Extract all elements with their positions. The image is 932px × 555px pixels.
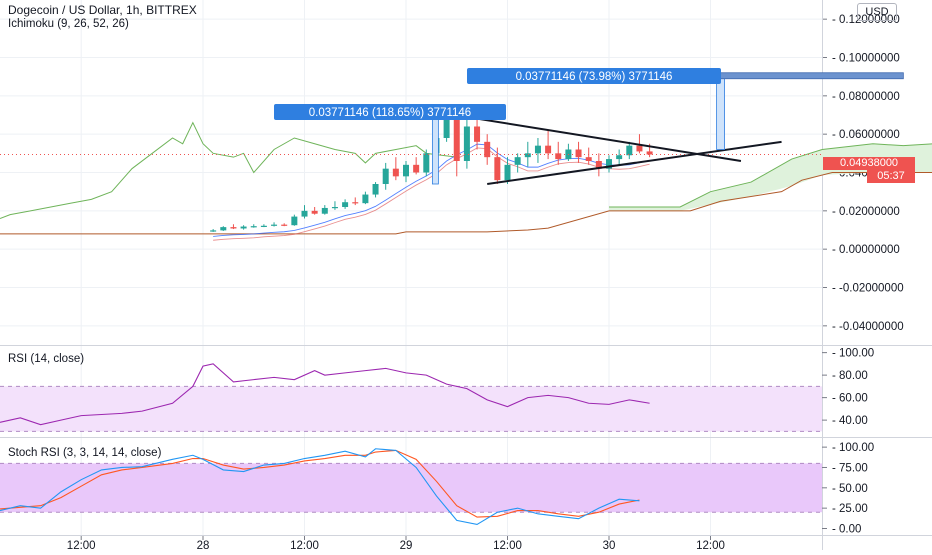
- measure-label-left-bg: [274, 104, 506, 120]
- price-axis-label: - 0.02000000: [832, 206, 900, 218]
- rsi-title: RSI (14, close): [8, 353, 84, 365]
- price-axis-label: - 0.10000000: [832, 53, 900, 65]
- price-axis-label: - -0.04000000: [832, 321, 904, 333]
- candle: [616, 155, 623, 160]
- countdown-tag: 05:37: [867, 170, 915, 183]
- measure-range-right: [716, 78, 725, 150]
- candle: [463, 126, 470, 161]
- candle: [301, 210, 308, 217]
- candle: [352, 202, 359, 204]
- price-axis-label: - 0.08000000: [832, 91, 900, 103]
- candle: [474, 126, 481, 142]
- candle: [392, 168, 399, 177]
- candle: [250, 226, 257, 228]
- candle: [260, 225, 267, 227]
- time-axis-label: 12:00: [493, 540, 522, 550]
- candle: [403, 164, 409, 177]
- candle: [372, 184, 379, 195]
- candle: [413, 164, 420, 173]
- candle: [514, 157, 521, 165]
- rsi-axis-label: - 80.00: [832, 370, 868, 382]
- candle: [534, 145, 541, 154]
- trendline: [487, 140, 782, 185]
- base-line: [213, 147, 650, 241]
- candle: [342, 202, 349, 207]
- stoch-axis-label: - 100.00: [832, 442, 874, 454]
- time-axis-label: 12:00: [290, 540, 319, 550]
- price-axis-label: - -0.02000000: [832, 283, 904, 295]
- candle: [291, 216, 298, 226]
- rsi-band: [0, 386, 822, 432]
- candle: [210, 230, 217, 232]
- candle: [423, 153, 430, 173]
- candle: [281, 224, 288, 226]
- candle: [494, 157, 501, 181]
- currency-button[interactable]: USD: [857, 3, 897, 21]
- time-axis-label: 29: [400, 540, 413, 550]
- candle: [524, 153, 531, 158]
- kijun-line: [0, 172, 932, 235]
- rsi-axis-label: - 100.00: [832, 348, 874, 360]
- candle: [595, 161, 602, 169]
- candle: [453, 118, 460, 161]
- candle: [555, 153, 562, 160]
- stoch-axis-label: - 50.00: [832, 483, 868, 495]
- time-axis-label: 12:00: [67, 540, 96, 550]
- candle: [443, 118, 450, 138]
- symbol-title: Dogecoin / US Dollar, 1h, BITTREX: [8, 3, 197, 17]
- candle: [484, 141, 491, 158]
- time-axis-label: 30: [603, 540, 616, 550]
- last-price-tag: 0.04938000: [823, 157, 915, 170]
- time-axis-label: 28: [197, 540, 210, 550]
- lagging-span: [0, 121, 457, 219]
- candle: [646, 151, 653, 155]
- candle: [362, 194, 369, 204]
- measure-label-right-bg: [467, 68, 721, 84]
- price-axis-label: - 0.00000000: [832, 244, 900, 256]
- stoch-d-line: [0, 449, 640, 518]
- candle: [382, 168, 389, 184]
- stoch-title: Stoch RSI (3, 3, 14, 14, close): [8, 447, 162, 459]
- ichimoku-label: Ichimoku (9, 26, 52, 26): [8, 18, 129, 30]
- measure-label-left: 0.03771146 (118.65%) 3771146: [309, 107, 471, 119]
- candle: [240, 226, 247, 229]
- candle: [626, 145, 633, 156]
- measure-range-left: [431, 110, 439, 185]
- price-axis-label: - 0.06000000: [832, 129, 900, 141]
- tenkan-line: [213, 143, 650, 237]
- rsi-line: [0, 363, 650, 426]
- stoch-band: [0, 463, 822, 513]
- stoch-k-line: [0, 448, 640, 526]
- measure-label-right: 0.03771146 (73.98%) 3771146: [516, 71, 673, 83]
- senkou-span-a: [609, 143, 932, 208]
- candle: [504, 164, 511, 181]
- candle: [636, 145, 643, 152]
- rsi-axis-label: - 40.00: [832, 415, 868, 427]
- candle: [606, 159, 612, 169]
- candle: [545, 145, 552, 154]
- candle: [230, 227, 237, 229]
- candle: [331, 207, 338, 209]
- measure-target-bar: [704, 72, 904, 80]
- candle: [321, 207, 328, 214]
- candle: [311, 210, 318, 214]
- candle: [575, 149, 582, 158]
- candle: [220, 227, 227, 231]
- rsi-axis-label: - 60.00: [832, 393, 868, 405]
- stoch-axis-label: - 0.00: [832, 523, 861, 535]
- stoch-axis-label: - 75.00: [832, 462, 868, 474]
- time-axis-label: 12:00: [696, 540, 725, 550]
- stoch-axis-label: - 25.00: [832, 503, 868, 515]
- candle: [271, 224, 278, 226]
- candle: [585, 157, 592, 161]
